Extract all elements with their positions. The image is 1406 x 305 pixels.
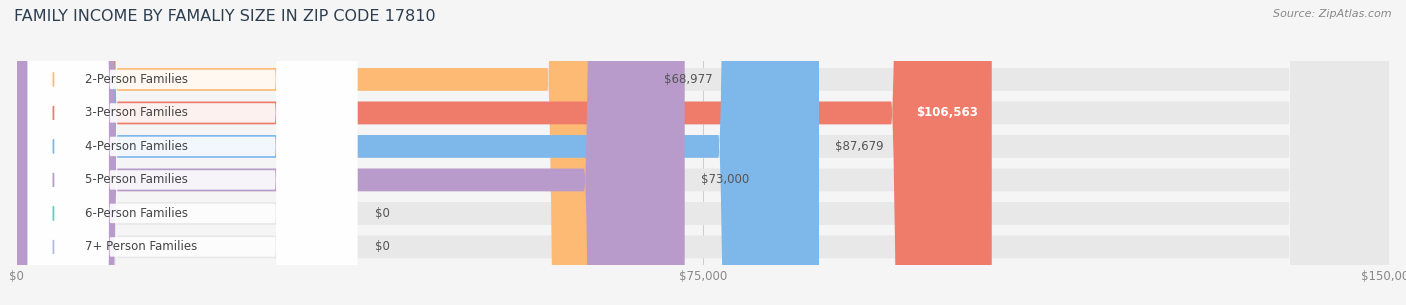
FancyBboxPatch shape	[17, 0, 685, 305]
Text: $0: $0	[375, 207, 391, 220]
FancyBboxPatch shape	[17, 0, 1389, 305]
Text: $106,563: $106,563	[917, 106, 979, 120]
FancyBboxPatch shape	[17, 0, 1389, 305]
Text: 2-Person Families: 2-Person Families	[84, 73, 187, 86]
Text: $0: $0	[375, 240, 391, 253]
FancyBboxPatch shape	[28, 0, 357, 305]
Text: $73,000: $73,000	[702, 174, 749, 186]
FancyBboxPatch shape	[17, 0, 818, 305]
FancyBboxPatch shape	[28, 0, 357, 305]
Text: 6-Person Families: 6-Person Families	[84, 207, 187, 220]
Text: $68,977: $68,977	[665, 73, 713, 86]
FancyBboxPatch shape	[17, 0, 1389, 305]
FancyBboxPatch shape	[17, 0, 1389, 305]
FancyBboxPatch shape	[17, 0, 648, 305]
Text: $87,679: $87,679	[835, 140, 884, 153]
FancyBboxPatch shape	[28, 0, 357, 305]
Text: 3-Person Families: 3-Person Families	[84, 106, 187, 120]
Text: 4-Person Families: 4-Person Families	[84, 140, 187, 153]
FancyBboxPatch shape	[17, 0, 991, 305]
FancyBboxPatch shape	[17, 0, 1389, 305]
Text: Source: ZipAtlas.com: Source: ZipAtlas.com	[1274, 9, 1392, 19]
FancyBboxPatch shape	[17, 0, 1389, 305]
FancyBboxPatch shape	[28, 0, 357, 305]
FancyBboxPatch shape	[28, 0, 357, 305]
Text: 7+ Person Families: 7+ Person Families	[84, 240, 197, 253]
Text: 5-Person Families: 5-Person Families	[84, 174, 187, 186]
Text: FAMILY INCOME BY FAMALIY SIZE IN ZIP CODE 17810: FAMILY INCOME BY FAMALIY SIZE IN ZIP COD…	[14, 9, 436, 24]
FancyBboxPatch shape	[28, 0, 357, 305]
